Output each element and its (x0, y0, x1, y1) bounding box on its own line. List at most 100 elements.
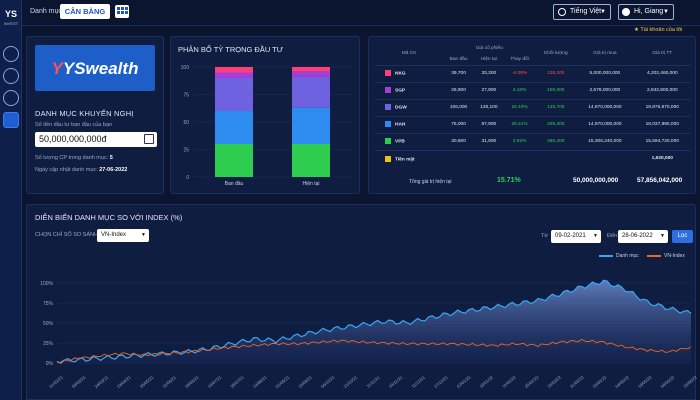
edit-icon[interactable] (144, 134, 154, 144)
app-logo[interactable]: YS INVEST (3, 9, 19, 27)
capital-label: Số tiền đầu tư ban đầu của bạn (35, 122, 113, 128)
table-row[interactable]: Tiền mặt 1,630,000 (375, 149, 691, 167)
x-tick-label: 06/10/21 (320, 374, 336, 389)
x-tick-label: Ban đầu (225, 181, 244, 187)
grid-view-icon[interactable] (115, 5, 129, 18)
x-tick-label: 07/01/22 (456, 374, 472, 389)
to-label: Đến (607, 233, 618, 239)
total-percent: 15.71% (497, 177, 521, 184)
allocation-bar-segment (215, 144, 253, 177)
cell-start: 30,600 (443, 132, 474, 150)
cell-code: VPB (375, 132, 444, 150)
cell-code: HAH (375, 115, 444, 133)
x-tick-label: 16/07/21 (207, 374, 223, 389)
x-tick-label: 04/05/22 (614, 374, 630, 389)
cell-code: Tiền mặt (375, 149, 444, 167)
x-tick-label: 29/07/21 (229, 374, 245, 389)
capital-input[interactable]: 50,000,000,000đ (35, 132, 157, 147)
allocation-bar-segment (292, 71, 330, 77)
cell-vol: 105,000 (535, 81, 577, 99)
allocation-bar-segment (292, 107, 330, 144)
x-tick-label: 15/09/21 (297, 374, 313, 389)
cell-now (473, 149, 504, 167)
allocation-bar-segment (215, 72, 253, 78)
table-row[interactable]: DGW 106,000 126,100 26.10% 135,700 14,970,000… (375, 98, 691, 116)
x-tick-label: 28/04/21 (116, 374, 132, 389)
history-chart: 100% 75% 50% 25% 0% 01/02/21 09/03/21 24/03/21 2… (40, 279, 697, 389)
side-rail: YS INVEST (0, 0, 22, 400)
cell-market: 15,594,720,000 (633, 132, 691, 150)
x-tick-label: 31/03/22 (569, 374, 585, 389)
avatar (622, 8, 630, 16)
y-tick-label: 50% (43, 321, 54, 327)
history-panel: DIỄN BIẾN DANH MỤC SO VỚI INDEX (%) CHỌN… (26, 204, 697, 400)
cell-now: 31,900 (473, 132, 504, 150)
x-tick-label: 27/12/21 (433, 374, 449, 389)
user-menu[interactable]: Hi, Giang ▼ (618, 4, 674, 20)
portfolio-area (57, 280, 691, 364)
color-swatch (385, 138, 391, 145)
compare-select[interactable]: VN-Index ▼ (97, 229, 149, 242)
filter-button[interactable]: Lọc (672, 230, 693, 243)
y-tick-label: 25 (183, 148, 189, 154)
cell-chg (503, 149, 536, 167)
total-buy: 50,000,000,000 (573, 177, 619, 184)
allocation-panel: PHÂN BỔ TỶ TRỌNG ĐẦU TƯ 100 75 50 25 0 Ban đầ… (170, 36, 360, 194)
to-date-select[interactable]: 28-06-2022 ▼ (618, 230, 668, 243)
x-tick-label: 09/03/21 (71, 374, 87, 389)
x-tick-label: 24/03/21 (93, 374, 109, 389)
x-tick-label: 14/08/21 (252, 374, 268, 389)
cell-vol: 490,400 (535, 132, 577, 150)
cell-start: 106,000 (443, 98, 474, 116)
table-row[interactable]: SGP 26,900 27,900 4.10% 105,000 2,678,000,000… (375, 81, 691, 99)
nav-analysis-icon[interactable] (3, 68, 19, 84)
globe-icon (558, 8, 566, 16)
x-tick-label: 24/11/21 (388, 374, 404, 389)
cell-market: 2,842,800,000 (633, 81, 691, 99)
legend-portfolio: Danh mục (599, 253, 639, 259)
language-select[interactable]: Tiếng Việt ▼ (553, 4, 611, 20)
cell-now: 27,900 (473, 81, 504, 99)
cell-now: 126,100 (473, 98, 504, 116)
from-date-select[interactable]: 09-02-2021 ▼ (551, 230, 601, 243)
cell-code: DGW (375, 98, 444, 116)
allocation-bar-segment (215, 78, 253, 111)
table-row[interactable]: HAH 75,000 87,900 20.41% 205,300 14,970,000,0… (375, 115, 691, 133)
cell-start: 39,700 (443, 64, 474, 82)
chevron-down-icon: ▼ (593, 233, 598, 239)
cell-vol: 135,700 (535, 98, 577, 116)
x-tick-label: 26/05/21 (139, 374, 155, 389)
y-tick-label: 25% (43, 341, 54, 347)
account-link[interactable]: ★ Tài khoản của tôi (634, 27, 683, 33)
allocation-chart: 100 75 50 25 0 Ban đầu Hiện tại (181, 65, 353, 187)
table-row[interactable]: VPB 30,600 31,900 3.92% 490,400 15,306,240,00… (375, 132, 691, 150)
nav-search-icon[interactable] (3, 90, 19, 106)
code-text: HAH (395, 122, 406, 128)
holdings-panel: Mã CK Giá cổ phiếu Khối lượng Giá trị mu… (368, 36, 696, 194)
cell-code: NKG (375, 64, 444, 82)
updated-date: Ngày cập nhật danh mục: 27-06-2022 (35, 167, 128, 173)
x-tick-label: 28/06/21 (184, 374, 200, 389)
col-volume: Khối lượng (543, 51, 568, 57)
y-tick-label: 0 (186, 175, 189, 181)
table-row[interactable]: NKG 39,700 33,300 -4.08% 126,200 5,000,000,00… (375, 64, 691, 82)
nav-chart-icon[interactable] (3, 112, 19, 128)
col-code: Mã CK (401, 51, 417, 57)
tab-balanced[interactable]: CÂN BẰNG (60, 4, 110, 19)
x-tick-label: 15/04/22 (592, 374, 608, 389)
vnindex-line (56, 338, 692, 363)
code-text: SGP (395, 88, 406, 94)
cell-buy (576, 149, 634, 167)
portfolio-card: YYSwealth DANH MỤC KHUYẾN NGHỊ Số tiền đ… (26, 36, 164, 194)
cell-start: 75,000 (443, 115, 474, 133)
cell-market: 1,630,000 (633, 149, 691, 167)
x-tick-label: 11/11/21 (365, 374, 381, 388)
nav-portfolio-icon[interactable] (3, 46, 19, 62)
x-tick-label: 25/02/22 (524, 374, 540, 389)
chevron-down-icon: ▼ (660, 233, 665, 239)
from-label: Từ (541, 233, 549, 239)
portfolio-line (56, 279, 692, 365)
cell-now: 33,300 (473, 64, 504, 82)
y-tick-label: 50 (183, 120, 189, 126)
